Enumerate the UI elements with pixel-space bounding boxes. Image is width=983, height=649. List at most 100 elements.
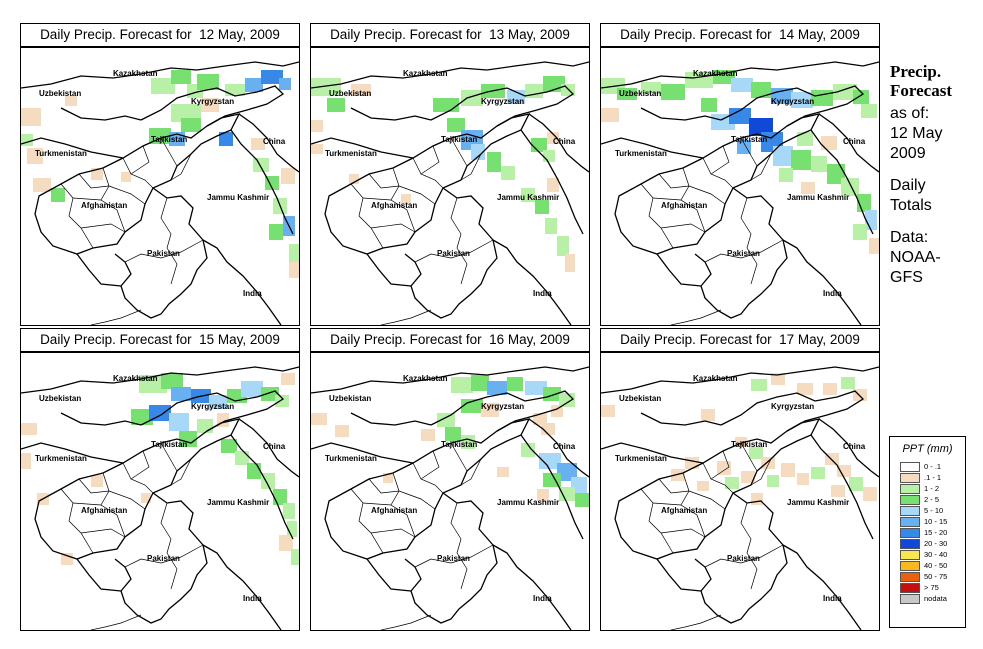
boundary-line (230, 129, 294, 235)
legend-swatch (900, 550, 920, 560)
label-turkmenistan: Turkmenistan (325, 149, 377, 158)
boundary-line (702, 462, 734, 494)
precip-cell (245, 78, 263, 92)
precip-cell (547, 178, 559, 192)
precip-cell (445, 427, 461, 441)
precip-cell (841, 178, 859, 196)
legend-item: 10 - 15 (890, 516, 965, 527)
precip-cell (181, 118, 201, 132)
boundary-line (130, 145, 150, 175)
legend-label: > 75 (924, 583, 939, 592)
boundary-line (520, 129, 584, 235)
boundary-line (412, 462, 444, 494)
label-kazakhstan: Kazakhstan (403, 69, 448, 78)
boundary-line (601, 137, 704, 159)
precip-cell (161, 373, 183, 389)
as-of-date-line-1: 12 May (890, 125, 943, 142)
panel-title: Daily Precip. Forecast for 17 May, 2009 (600, 328, 880, 352)
precip-cell (171, 70, 191, 84)
legend-swatch (900, 528, 920, 538)
precip-cell (761, 457, 775, 469)
boundary-line (670, 309, 722, 325)
panel-title: Daily Precip. Forecast for 16 May, 2009 (310, 328, 590, 352)
label-uzbekistan: Uzbekistan (39, 89, 81, 98)
boundary-line (430, 390, 575, 432)
label-kazakhstan: Kazakhstan (113, 69, 158, 78)
precip-cell (821, 136, 837, 150)
precip-cell (547, 132, 559, 144)
label-china: China (553, 137, 576, 146)
boundary-line (370, 223, 416, 233)
precip-map: Kazakhstan Uzbekistan Kyrgyzstan Tajikistan… (20, 352, 300, 631)
boundary-line (652, 197, 682, 201)
forecast-panel-17-may: Daily Precip. Forecast for 17 May, 2009 … (600, 328, 880, 633)
boundaries (311, 366, 589, 630)
boundary-line (124, 544, 204, 568)
precip-cell (421, 429, 435, 441)
precip-cell (827, 164, 845, 184)
label-turkmenistan: Turkmenistan (325, 454, 377, 463)
precip-cell (461, 435, 475, 449)
legend-swatch (900, 583, 920, 593)
boundary-line (311, 137, 414, 159)
boundary-line (76, 253, 122, 287)
legend-label: .1 - 1 (924, 473, 942, 482)
heading-line-1: Precip. (890, 62, 942, 81)
legend-swatch (900, 594, 920, 604)
precip-cell (749, 447, 763, 459)
boundary-line (450, 502, 468, 590)
forecast-panel-16-may: Daily Precip. Forecast for 16 May, 2009 … (310, 328, 590, 633)
legend-label: 50 - 75 (924, 572, 948, 581)
label-afghanistan: Afghanistan (661, 201, 707, 210)
boundary-line (782, 239, 862, 325)
boundary-line (601, 442, 704, 464)
boundary-line (324, 418, 531, 560)
precip-cell (539, 453, 561, 469)
boundary-line (412, 157, 444, 189)
precip-cell (261, 473, 275, 489)
boundary-line (100, 472, 126, 538)
precip-cell (801, 182, 815, 194)
label-india: India (823, 594, 842, 603)
precip-cell (641, 82, 661, 94)
legend-label: 0 - .1 (924, 462, 942, 471)
boundary-line (122, 157, 154, 189)
as-of-date-line-2: 2009 (890, 145, 926, 162)
precip-cell (831, 485, 845, 497)
precip-cell (729, 108, 751, 124)
boundary-line (652, 502, 682, 506)
precip-cell (861, 104, 877, 118)
boundary-line (350, 412, 432, 426)
label-kyrgyzstan: Kyrgyzstan (481, 97, 524, 106)
boundary-line (460, 458, 482, 486)
heading-line-2: Forecast (890, 81, 952, 100)
precip-cell (661, 84, 685, 100)
precip-cell (685, 457, 699, 469)
boundary-line (740, 502, 758, 590)
precip-cell (781, 463, 795, 477)
legend-item: 20 - 30 (890, 538, 965, 549)
boundary-line (160, 137, 178, 167)
precip-cell (447, 118, 465, 132)
map-canvas: Kazakhstan Uzbekistan Kyrgyzstan Tajikistan… (601, 366, 879, 630)
precip-cell (131, 409, 153, 425)
boundary-line (414, 544, 494, 568)
precip-cell (433, 98, 459, 112)
legend-item: 30 - 40 (890, 549, 965, 560)
precip-cell (335, 425, 349, 437)
data-source-line-2: NOAA- (890, 249, 941, 266)
totals-line-1: Daily (890, 177, 926, 194)
boundary-line (420, 145, 440, 175)
precip-cell (461, 399, 483, 413)
precip-cell (383, 473, 393, 483)
precip-cell (287, 521, 297, 537)
precip-cell (797, 132, 813, 146)
label-china: China (263, 442, 286, 451)
precip-cell (741, 471, 755, 483)
map-canvas: Kazakhstan Uzbekistan Kyrgyzstan Tajikistan… (311, 366, 589, 630)
label-afghanistan: Afghanistan (81, 506, 127, 515)
precip-cell (797, 473, 809, 485)
precip-cell (197, 74, 219, 90)
precip-cell (121, 172, 131, 182)
precip-cell (811, 90, 833, 106)
